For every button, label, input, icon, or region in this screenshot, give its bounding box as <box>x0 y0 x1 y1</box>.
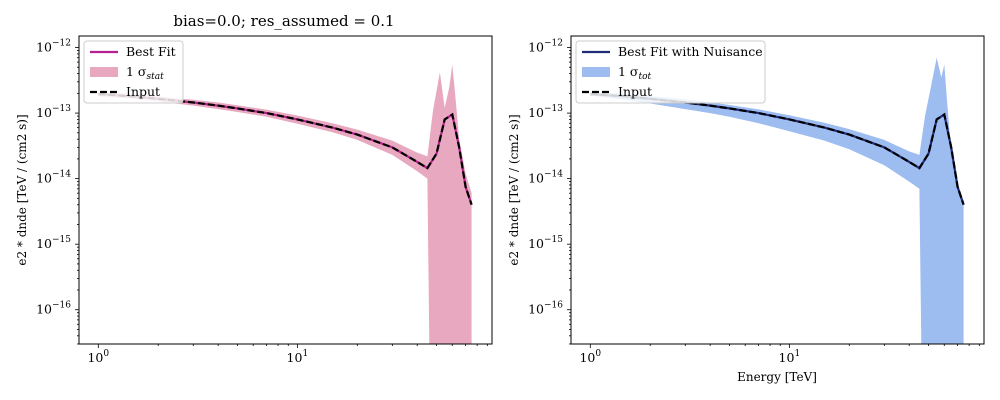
legend-swatch-band <box>90 67 118 77</box>
x-tick-label: 101 <box>779 349 801 365</box>
right-y-axis-label: e2 * dnde [TeV / (cm2 s)] <box>507 114 521 265</box>
y-tick-label: 10−13 <box>36 104 71 120</box>
left-plot-area <box>98 64 473 344</box>
legend-box <box>575 40 766 104</box>
x-tick-label: 100 <box>579 349 601 365</box>
left-y-axis-label: e2 * dnde [TeV / (cm2 s)] <box>15 114 29 265</box>
legend-label: 1 σstat <box>126 64 164 82</box>
y-tick-label: 10−16 <box>36 301 71 317</box>
legend-swatch-band <box>582 67 610 77</box>
legend-label: Best Fit <box>126 44 176 59</box>
y-tick-label: 10−15 <box>36 235 71 251</box>
y-tick-label: 10−15 <box>528 235 563 251</box>
y-tick-label: 10−14 <box>36 170 71 186</box>
left-axes-frame <box>78 35 493 345</box>
legend-label: Best Fit with Nuisance <box>618 44 763 59</box>
left-ticks: 100 101 10−12 10−13 10−14 10−15 10−16 <box>36 39 488 365</box>
right-ticks: 100 101 10−12 10−13 10−14 10−15 10−16 <box>528 39 980 365</box>
y-tick-label: 10−14 <box>528 170 563 186</box>
input-line <box>98 93 473 206</box>
legend-label: 1 σtot <box>618 64 652 82</box>
sigma-band <box>590 57 964 344</box>
right-legend: Best Fit with Nuisance 1 σtot Input <box>575 40 766 104</box>
sigma-band <box>98 64 472 344</box>
y-tick-label: 10−13 <box>528 104 563 120</box>
left-chart-title: bias=0.0; res_assumed = 0.1 <box>173 12 394 30</box>
legend-box <box>83 40 184 104</box>
y-tick-label: 10−12 <box>36 39 71 55</box>
y-tick-label: 10−16 <box>528 301 563 317</box>
left-chart: bias=0.0; res_assumed = 0.1 100 10110−121… <box>15 12 493 365</box>
right-axes-frame <box>570 35 985 345</box>
legend-label: Input <box>618 84 652 99</box>
right-chart: 100 101 10−12 10−13 10−14 10−15 10−16 e2 * dnd… <box>507 35 985 384</box>
legend-label: Input <box>126 84 160 99</box>
y-tick-label: 10−12 <box>528 39 563 55</box>
x-tick-label: 101 <box>287 349 309 365</box>
right-x-axis-label: Energy [TeV] <box>737 370 817 384</box>
x-tick-label: 100 <box>87 349 109 365</box>
left-legend: Best Fit 1 σstat Input <box>83 40 184 104</box>
